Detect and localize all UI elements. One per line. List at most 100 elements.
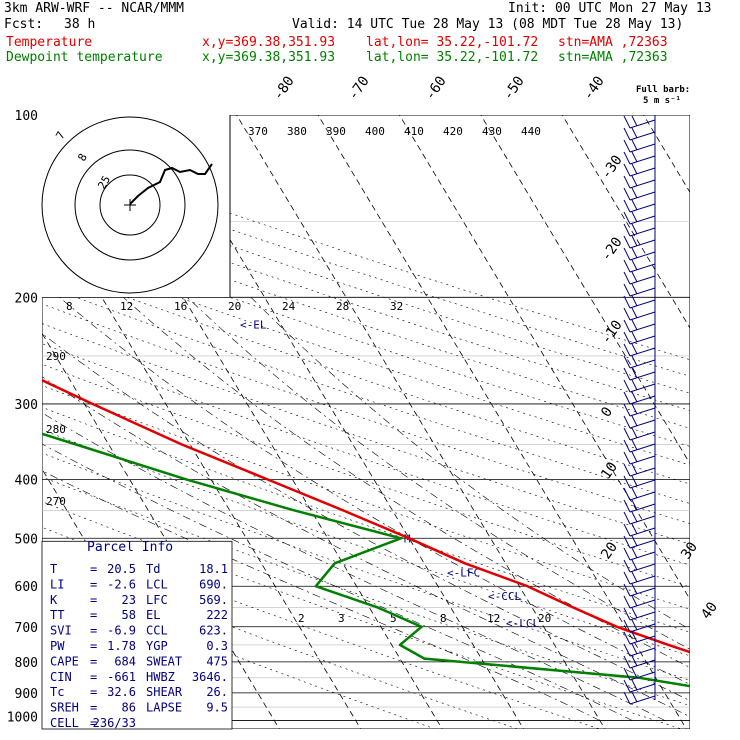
wind-barb [623,199,656,213]
parcel-value: -6.9 [107,624,136,638]
hodograph-panel [42,115,230,297]
parcel-value: 32.6 [107,685,136,699]
parcel-eq: = [90,685,97,699]
parcel-eq: = [90,624,97,638]
wind-legend-units: 5 m s⁻¹ [643,96,681,106]
dry-adiabat [42,179,690,394]
parcel-key: LAPSE [146,701,182,715]
hodo-speed-label: 24 [282,300,296,313]
wind-barb [623,595,656,609]
isotherm [0,115,38,733]
isotherm-label: -80 [270,73,298,103]
wind-barb [623,283,656,297]
moist-adiabat [123,297,690,668]
temperature-latlon: lat,lon= 35.22,-101.72 [366,35,539,50]
wind-barb [623,643,656,657]
temperature-station: stn=AMA ,72363 [558,35,668,50]
pressure-label-400: 400 [15,474,38,489]
wind-barb [623,175,656,189]
parcel-value: 26. [206,685,228,699]
parcel-key: T [50,562,57,576]
height-label: 280 [46,423,66,436]
parcel-key: LFC [146,593,168,607]
parcel-value: 20.5 [107,562,136,576]
wind-barb [623,187,656,201]
parcel-value: -661 [107,670,136,684]
isotherm-label: 10 [598,459,621,482]
parcel-key: SWEAT [146,654,182,668]
isotherm [399,115,690,601]
parcel-eq: = [90,701,97,715]
wind-legend-title: Full barb: [636,85,690,95]
wind-barb [623,571,656,585]
isotherm-label: -10 [598,317,626,347]
level-label: <-LCL [506,617,539,630]
forecast-hour: 38 h [64,17,96,32]
theta-label: 390 [326,125,346,138]
mixing-ratio-label: 3 [338,612,345,625]
isotherm-label: 40 [698,599,721,622]
pressure-label-900: 900 [15,687,38,702]
height-label: 270 [46,495,66,508]
pressure-label-700: 700 [15,621,38,636]
wind-barb [623,163,656,177]
wind-barb [623,271,656,285]
hodo-speed-label: 20 [228,300,241,313]
parcel-key: Td [146,562,160,576]
parcel-value: 690. [199,577,228,591]
parcel-key: CAPE [50,654,79,668]
level-label: <-EL [240,319,267,332]
parcel-eq: = [90,577,97,591]
wind-barb [623,211,656,225]
wind-barb [623,523,656,537]
mixing-ratio-label: 2 [298,612,305,625]
isotherm-label: -30 [598,152,626,182]
parcel-eq: = [90,562,97,576]
parcel-value: 3646. [192,670,228,684]
parcel-key: SHEAR [146,685,183,699]
parcel-key: SREH [50,701,79,715]
wind-barb [623,463,656,477]
hodo-speed-label: 28 [336,300,349,313]
wind-barb [623,343,656,357]
wind-barb [623,667,656,681]
dewpoint-legend: Dewpoint temperature [6,50,163,65]
hodo-speed-label: 12 [120,300,133,313]
parcel-key: Tc [50,685,64,699]
wind-barb [623,379,656,393]
parcel-value: -2.6 [107,577,136,591]
parcel-key: TT [50,608,64,622]
wind-barb [623,451,656,465]
parcel-key: SVI [50,624,72,638]
theta-label: 370 [248,125,268,138]
isotherm-label: 30 [678,539,701,562]
isotherm-label: -60 [422,73,450,103]
level-label: <-LFC [447,566,480,579]
wind-barb [623,607,656,621]
pressure-label-300: 300 [15,398,38,413]
pressure-label-600: 600 [15,580,38,595]
wind-barb [623,475,656,489]
wind-barb [623,655,656,669]
hodograph-ring [41,116,219,294]
parcel-value: 23 [122,593,136,607]
theta-label: 430 [482,125,502,138]
isotherm [480,115,690,465]
dewpoint-station: stn=AMA ,72363 [558,50,668,65]
dewpoint-latlon: lat,lon= 35.22,-101.72 [366,50,539,65]
dewpoint-line [42,432,690,688]
dry-adiabat [42,195,690,411]
valid-time: Valid: 14 UTC Tue 28 May 13 (08 MDT Tue … [292,17,684,32]
theta-label: 380 [287,125,307,138]
forecast-label: Fcst: [4,17,44,32]
theta-label: 420 [443,125,463,138]
wind-barb [623,691,656,705]
parcel-key: YGP [146,639,168,653]
wind-barb [623,511,656,525]
wind-barb [623,631,656,645]
isotherm-label: -20 [598,234,626,264]
mixing-ratio-label: 8 [440,612,447,625]
dry-adiabat [42,501,683,729]
dry-adiabat [42,476,690,706]
temperature-legend: Temperature [6,35,93,50]
